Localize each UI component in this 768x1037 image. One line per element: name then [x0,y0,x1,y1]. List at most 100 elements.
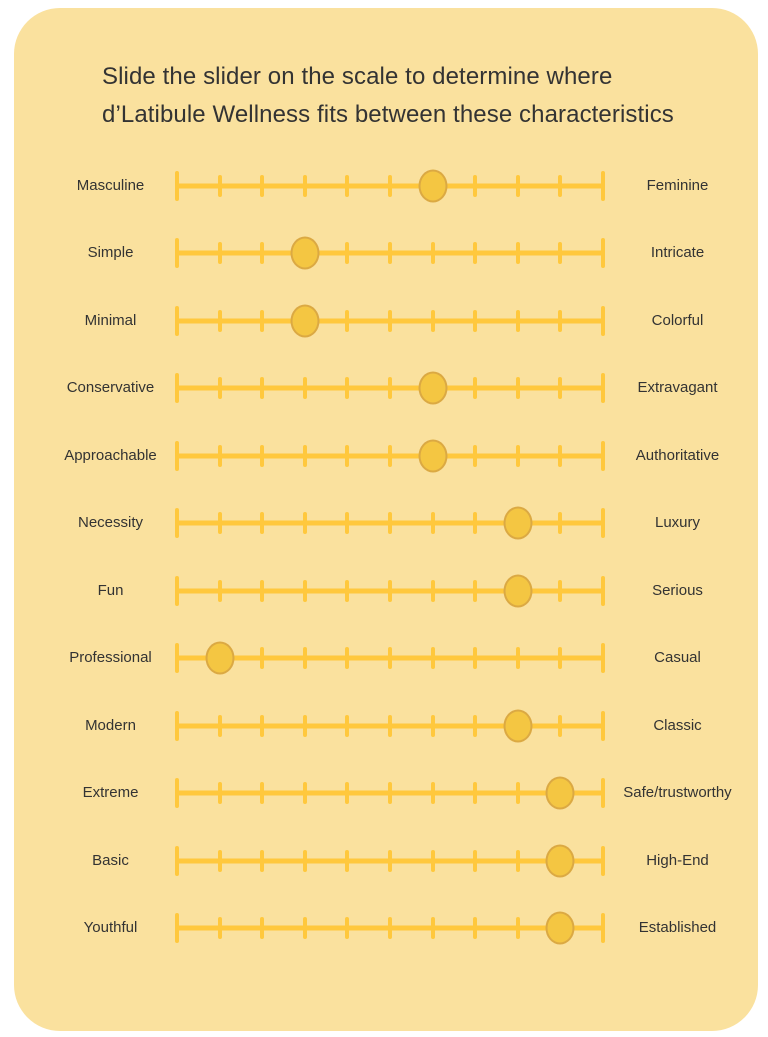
scale-tick [388,242,392,265]
scale-tick [473,714,478,737]
scale-tick [175,508,179,539]
slider-track[interactable] [175,169,605,203]
scale-tick [388,782,392,805]
scale-tick [558,579,563,602]
slider-row: Necessity Luxury [14,490,758,558]
scale-tick [515,849,520,872]
scale-tick [473,377,478,400]
scale-tick [217,917,222,940]
scale-tick [388,309,392,332]
scale-tick [388,917,392,940]
survey-card: Slide the slider on the scale to determi… [14,8,758,1031]
slider-handle[interactable] [503,506,533,540]
slider-handle[interactable] [418,439,448,473]
scale-tick [217,579,222,602]
scale-tick [217,309,222,332]
scale-tick [175,305,179,336]
scale-tick [175,170,179,201]
scale-tick [388,377,392,400]
scale-tick [601,845,605,876]
slider-track[interactable] [175,641,605,675]
slider-track[interactable] [175,709,605,743]
scale-tick [345,917,350,940]
scale-tick [601,238,605,269]
scale-tick [345,714,350,737]
scale-tick [601,913,605,944]
slider-track[interactable] [175,371,605,405]
scale-tick [388,512,392,535]
scale-tick [601,373,605,404]
scale-tick [217,242,222,265]
slider-track[interactable] [175,574,605,608]
scale-tick [217,174,222,197]
slider-right-label: Established [638,919,717,937]
scale-tick [430,714,435,737]
scale-tick [260,782,265,805]
slider-left-label: Minimal [84,311,137,329]
slider-track[interactable] [175,506,605,540]
scale-tick [302,714,307,737]
scale-tick [345,444,350,467]
slider-track[interactable] [175,911,605,945]
slider-handle[interactable] [503,574,533,608]
scale-tick [345,512,350,535]
scale-tick [345,579,350,602]
slider-track[interactable] [175,844,605,878]
slider-row: Masculine Feminine [14,152,758,220]
scale-tick [430,579,435,602]
scale-tick [515,309,520,332]
scale-tick [175,778,179,809]
scale-tick [430,647,435,670]
scale-tick [388,647,392,670]
scale-tick [430,512,435,535]
slider-handle[interactable] [205,641,235,675]
slider-right-label: Classic [653,716,702,734]
slider-row: Professional Casual [14,625,758,693]
scale-tick [260,579,265,602]
slider-handle[interactable] [545,844,575,878]
scale-tick [473,579,478,602]
scale-tick [601,575,605,606]
slider-handle[interactable] [290,236,320,270]
scale-tick [601,643,605,674]
scale-tick [345,377,350,400]
scale-tick [175,575,179,606]
slider-handle[interactable] [418,169,448,203]
slider-row: Fun Serious [14,557,758,625]
slider-track[interactable] [175,439,605,473]
slider-row: Simple Intricate [14,220,758,288]
scale-tick [345,309,350,332]
scale-tick [473,174,478,197]
slider-track[interactable] [175,236,605,270]
slider-right-label: Luxury [654,514,701,532]
slider-handle[interactable] [545,776,575,810]
scale-tick [558,647,563,670]
slider-handle[interactable] [545,911,575,945]
scale-tick [601,170,605,201]
scale-tick [515,647,520,670]
scale-tick [388,579,392,602]
slider-right-label: Feminine [646,176,709,194]
slider-row: Extreme Safe/trustworthy [14,760,758,828]
scale-tick [388,174,392,197]
scale-tick [558,714,563,737]
slider-row: Youthful Established [14,895,758,963]
scale-tick [345,647,350,670]
slider-right-label: Casual [654,649,701,667]
scale-tick [302,444,307,467]
scale-tick [260,377,265,400]
scale-tick [515,782,520,805]
slider-track[interactable] [175,776,605,810]
scale-tick [302,377,307,400]
slider-handle[interactable] [503,709,533,743]
slider-track[interactable] [175,304,605,338]
scale-tick [558,377,563,400]
slider-left-label: Conservative [66,379,155,397]
slider-handle[interactable] [418,371,448,405]
scale-tick [260,512,265,535]
scale-tick [260,242,265,265]
scale-tick [302,174,307,197]
slider-right-label: Serious [652,581,703,599]
slider-handle[interactable] [290,304,320,338]
